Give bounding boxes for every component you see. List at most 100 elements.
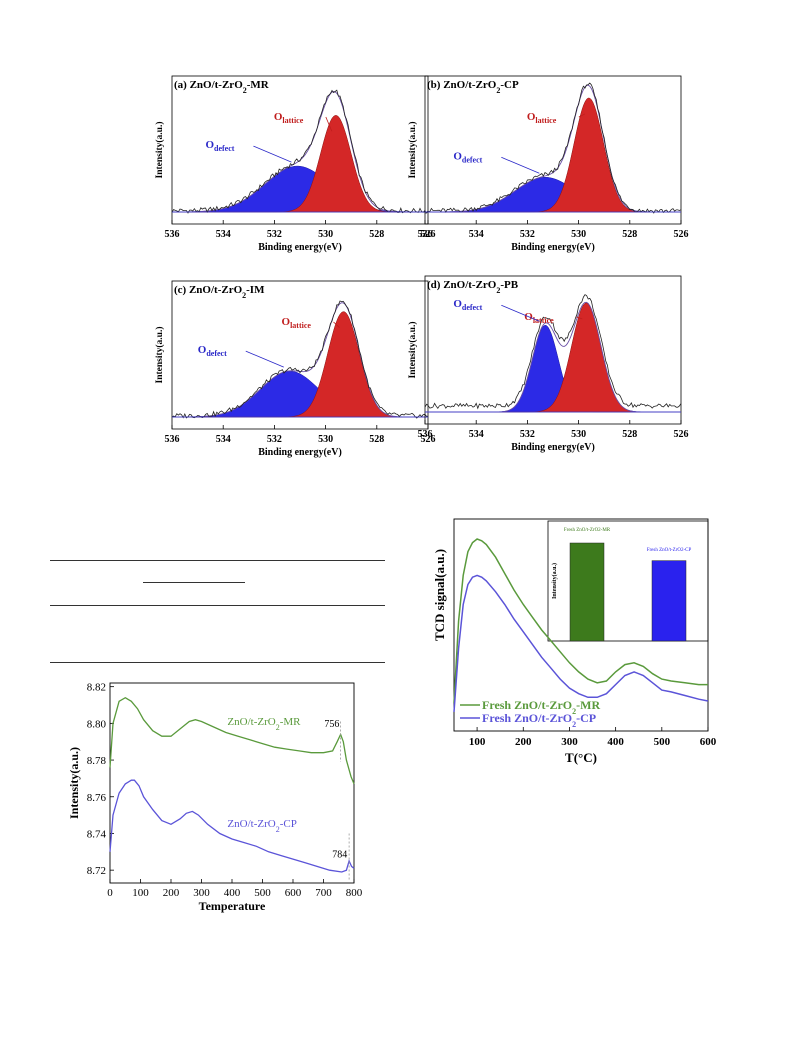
defect-label: Odefect	[453, 150, 482, 164]
x-tick-label: 534	[469, 429, 484, 440]
defect-leader-line	[501, 156, 540, 174]
x-axis-label: Binding energy(eV)	[511, 242, 595, 253]
table-header-rule	[50, 605, 385, 606]
defect-peak-area	[425, 324, 681, 413]
raw-spectrum-line	[171, 89, 429, 214]
tcd-panel: Fresh ZnO/t-ZrO2-MR Fresh ZnO/t-ZrO2-CP In…	[420, 515, 720, 775]
x-tick-label: 528	[622, 429, 637, 440]
intensity-temperature-panel: 8.82 8.80 8.78 8.76 8.74 8.72 0 100 200 300 400 500…	[67, 675, 368, 920]
xps-panel-b: 536 534 532 530 528 526 Binding energy(eV) Inte…	[383, 70, 689, 270]
legend-label: Fresh ZnO/t-ZrO2-CP	[482, 711, 596, 729]
defect-leader-line	[253, 145, 292, 163]
x-tick-label: 0	[107, 887, 113, 899]
raw-spectrum-line	[424, 294, 682, 410]
series-line	[453, 574, 709, 712]
inset-bar-label-mr: Fresh ZnO/t-ZrO2-MR	[564, 528, 611, 533]
plot-frame	[424, 75, 682, 225]
x-tick-label: 100	[132, 887, 149, 899]
lattice-leader-line	[578, 113, 586, 118]
x-tick-label: 536	[165, 229, 180, 240]
x-tick-label: 530	[318, 434, 333, 445]
xps-chart-c: 536 534 532 530 528 526 Binding energy(eV) Inte…	[154, 280, 436, 458]
series-label-mr: ZnO/t-ZrO2-MR	[227, 716, 301, 732]
x-tick-label: 526	[674, 429, 689, 440]
lattice-label: Olattice	[282, 316, 312, 330]
lattice-label: Olattice	[524, 311, 554, 325]
defect-label: Odefect	[453, 298, 482, 312]
lattice-leader-line	[576, 316, 583, 320]
x-tick-label: 530	[571, 229, 586, 240]
x-axis-label: Binding energy(eV)	[258, 447, 342, 458]
x-tick-label: 526	[421, 229, 436, 240]
defect-label: Odefect	[205, 139, 234, 153]
x-tick-label: 532	[520, 229, 535, 240]
x-tick-label: 530	[571, 429, 586, 440]
lattice-leader-line	[325, 116, 333, 132]
x-tick-label: 500	[254, 887, 271, 899]
x-tick-label: 530	[318, 229, 333, 240]
x-tick-label: 700	[315, 887, 332, 899]
table-top-rule	[50, 560, 385, 561]
series-line	[109, 779, 355, 873]
panel-title: (c) ZnO/t-ZrO2-IM	[174, 284, 265, 300]
series-label-cp: ZnO/t-ZrO2-CP	[227, 818, 296, 834]
x-tick-label: 534	[469, 229, 484, 240]
x-tick-label: 534	[216, 229, 231, 240]
x-tick-label: 536	[418, 229, 433, 240]
series-line	[453, 538, 708, 703]
x-tick-label: 300	[561, 736, 578, 748]
xps-chart-b: 536 534 532 530 528 526 Binding energy(eV) Inte…	[407, 75, 689, 253]
series-line	[109, 696, 355, 785]
table-bottom-rule	[50, 662, 385, 663]
defect-leader-line	[245, 350, 284, 368]
x-tick-label: 600	[285, 887, 302, 899]
legend-label: Fresh ZnO/t-ZrO2-MR	[482, 698, 600, 716]
x-axis-label: Temperature	[199, 899, 266, 913]
xps-panel-a: 536 534 532 530 528 526 Binding energy(eV) Inte…	[130, 70, 436, 270]
defect-leader-line	[501, 304, 540, 322]
inset-bar	[651, 560, 687, 642]
inset-bar	[569, 542, 605, 642]
x-tick-label: 532	[520, 429, 535, 440]
lattice-leader-line	[333, 321, 340, 328]
y-axis-label: Intensity(a.u.)	[154, 121, 165, 178]
x-tick-label: 400	[607, 736, 624, 748]
panel-title: (b) ZnO/t-ZrO2-CP	[427, 79, 519, 95]
y-axis-label: Intensity(a.u.)	[407, 321, 418, 378]
lattice-label: Olattice	[527, 111, 557, 125]
x-tick-label: 300	[193, 887, 210, 899]
y-axis-label: TCD signal(a.u.)	[432, 549, 447, 641]
y-tick-label: 8.74	[87, 828, 107, 840]
x-tick-label: 526	[674, 229, 689, 240]
panel-title: (d) ZnO/t-ZrO2-PB	[427, 279, 519, 295]
plot-frame	[424, 275, 682, 425]
x-tick-label: 534	[216, 434, 231, 445]
xps-panel-c: 536 534 532 530 528 526 Binding energy(eV) Inte…	[130, 275, 436, 475]
y-axis-label: Intensity(a.u.)	[407, 121, 418, 178]
x-tick-label: 528	[369, 434, 384, 445]
defect-label: Odefect	[198, 344, 227, 358]
x-tick-label: 532	[267, 434, 282, 445]
y-axis-label: Intensity(a.u.)	[154, 326, 165, 383]
x-tick-label: 536	[418, 429, 433, 440]
y-tick-label: 8.72	[87, 865, 106, 877]
plot-frame	[109, 682, 355, 884]
x-tick-label: 100	[469, 736, 486, 748]
x-axis-label: T(°C)	[565, 750, 597, 765]
annotation-756: 756	[324, 719, 339, 730]
lattice-label: Olattice	[274, 111, 304, 125]
y-axis-label: Intensity(a.u.)	[67, 747, 81, 819]
inset-bar-label-cp: Fresh ZnO/t-ZrO2-CP	[647, 548, 692, 553]
x-tick-label: 800	[346, 887, 363, 899]
x-tick-label: 600	[700, 736, 717, 748]
y-tick-label: 8.76	[87, 792, 107, 804]
panel-title: (a) ZnO/t-ZrO2-MR	[174, 79, 270, 95]
y-tick-label: 8.82	[87, 682, 106, 694]
table-sub-rule	[143, 582, 245, 583]
inset-y-label: Intensity(a.u.)	[551, 563, 558, 599]
raw-spectrum-line	[424, 82, 682, 214]
x-axis-label: Binding energy(eV)	[511, 442, 595, 453]
plot-frame	[453, 518, 709, 732]
x-tick-label: 200	[515, 736, 532, 748]
